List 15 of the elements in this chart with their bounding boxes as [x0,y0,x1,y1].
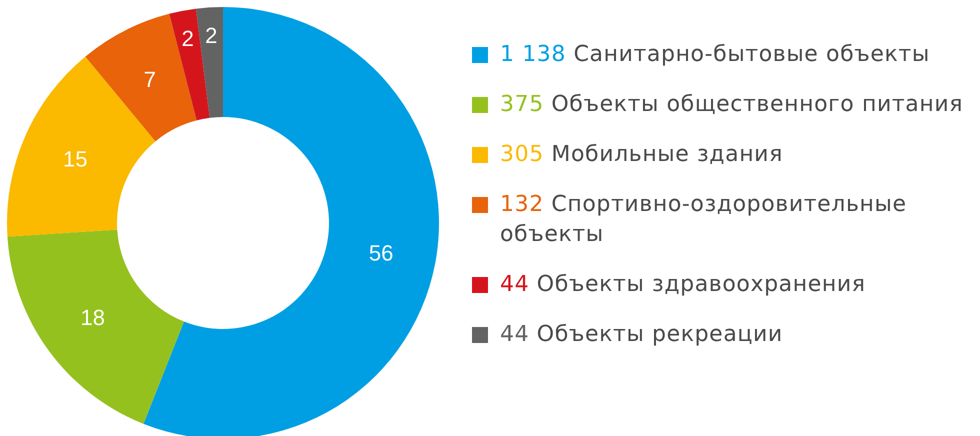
donut-slice [196,7,223,118]
data-label: 2 [205,22,218,48]
data-label: 2 [182,26,194,51]
legend-label: 305 Мобильные здания [500,141,784,169]
legend-label: 44 Объекты рекреации [500,321,784,349]
legend-label: 1 138 Санитарно-бытовые объекты [500,41,931,69]
data-label: 15 [63,146,88,172]
legend-label: 375 Объекты общественного питания [500,91,964,119]
legend-label: 132 Спортивно-оздоровительные объекты [500,191,908,249]
donut-slice [85,14,197,142]
data-label: 7 [144,67,156,92]
data-label: 56 [368,240,394,266]
legend-label: 44 Объекты здравоохранения [500,271,867,299]
data-label: 18 [80,305,105,330]
donut-slice [7,56,156,237]
